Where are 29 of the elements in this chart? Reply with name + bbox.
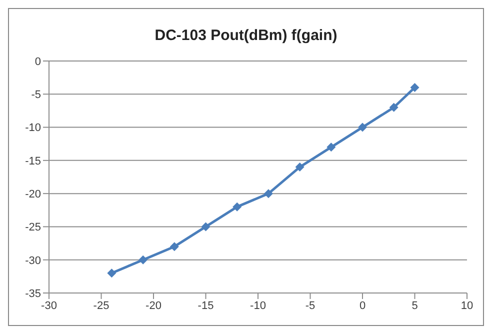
x-tick-label: 5 — [412, 300, 418, 312]
x-tick-label: 0 — [359, 300, 366, 312]
y-tick-label: -20 — [25, 188, 41, 200]
x-tick-label: -5 — [305, 300, 316, 312]
x-tick-label: -25 — [93, 300, 110, 312]
x-tick-label: 10 — [460, 300, 474, 312]
y-tick-label: -25 — [25, 222, 41, 234]
chart-title: DC-103 Pout(dBm) f(gain) — [154, 27, 338, 46]
y-tick-label: -5 — [31, 89, 41, 102]
point — [358, 122, 367, 132]
point — [326, 142, 336, 152]
y-tick-label: -30 — [25, 254, 41, 267]
y-tick-label: -10 — [25, 122, 41, 134]
point — [232, 202, 242, 212]
point — [201, 222, 210, 232]
point — [410, 83, 420, 92]
point — [295, 162, 304, 172]
y-tick-label: -15 — [25, 155, 41, 168]
point — [107, 268, 116, 278]
x-tick-label: -10 — [250, 300, 266, 312]
y-tick-label: -35 — [25, 288, 41, 300]
x-tick-label: -20 — [146, 300, 162, 312]
point — [138, 255, 148, 264]
point — [264, 189, 273, 198]
x-tick-label: -30 — [41, 300, 57, 312]
point — [389, 102, 398, 112]
y-tick-label: 0 — [34, 56, 41, 68]
x-tick-label: -15 — [198, 300, 214, 312]
point — [170, 242, 179, 252]
